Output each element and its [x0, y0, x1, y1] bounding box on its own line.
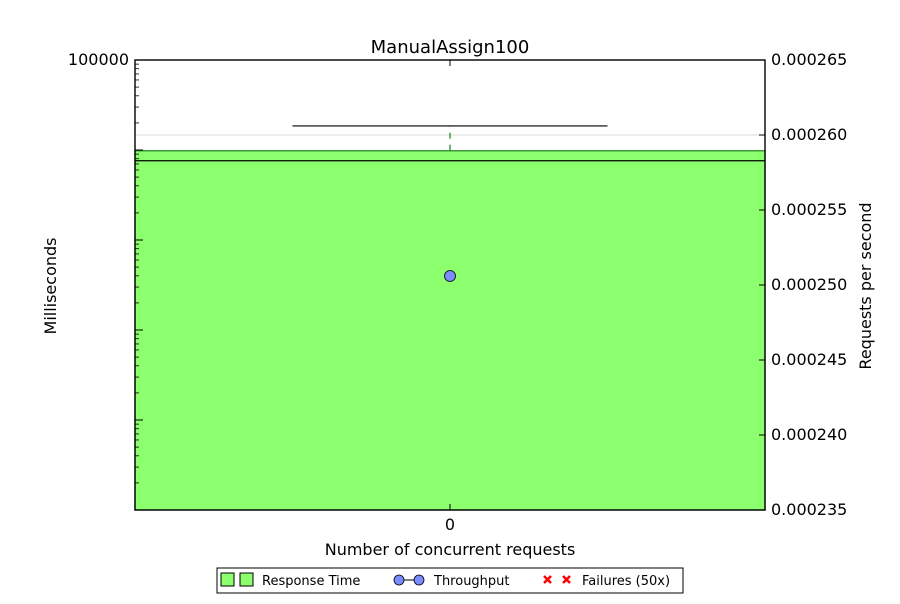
marker-layer: [444, 270, 456, 282]
response-time-box: [134, 150, 766, 511]
y-axis-right-label: Requests per second: [856, 202, 875, 369]
legend-failures-label: Failures (50x): [582, 574, 670, 589]
x-tick-label: 0: [445, 515, 455, 534]
legend: Response Time Throughput Failures (50x): [216, 567, 684, 594]
right-tick-label: 0.000260: [771, 125, 847, 144]
throughput-point: [444, 270, 456, 282]
legend-frame: [216, 567, 684, 594]
right-tick-label: 0.000245: [771, 350, 847, 369]
legend-response-time-swatch-2: [239, 572, 254, 587]
right-tick-label: 0.000240: [771, 425, 847, 444]
legend-throughput-marker-2: [413, 574, 425, 586]
left-tick-label: 100000: [68, 50, 129, 69]
chart-title: ManualAssign100: [371, 37, 530, 58]
right-tick-label: 0.000255: [771, 200, 847, 219]
x-axis: 0: [445, 60, 455, 534]
x-axis-label: Number of concurrent requests: [325, 540, 576, 559]
legend-throughput-label: Throughput: [433, 574, 510, 589]
legend-failures-marker-2: [562, 575, 571, 584]
right-tick-label: 0.000265: [771, 50, 847, 69]
right-tick-label: 0.000250: [771, 275, 847, 294]
legend-response-time-swatch-1: [220, 572, 235, 587]
legend-response-time-label: Response Time: [262, 574, 360, 589]
left-axis: 100000: [68, 50, 143, 511]
legend-throughput-marker-1: [393, 574, 405, 586]
right-axis: 0.000235 0.000240 0.000245 0.000250 0.000255…: [759, 50, 847, 519]
box-layer: [134, 125, 766, 511]
legend-failures-marker-1: [543, 575, 552, 584]
right-tick-label: 0.000235: [771, 500, 847, 519]
y-axis-left-label: Milliseconds: [41, 238, 60, 335]
